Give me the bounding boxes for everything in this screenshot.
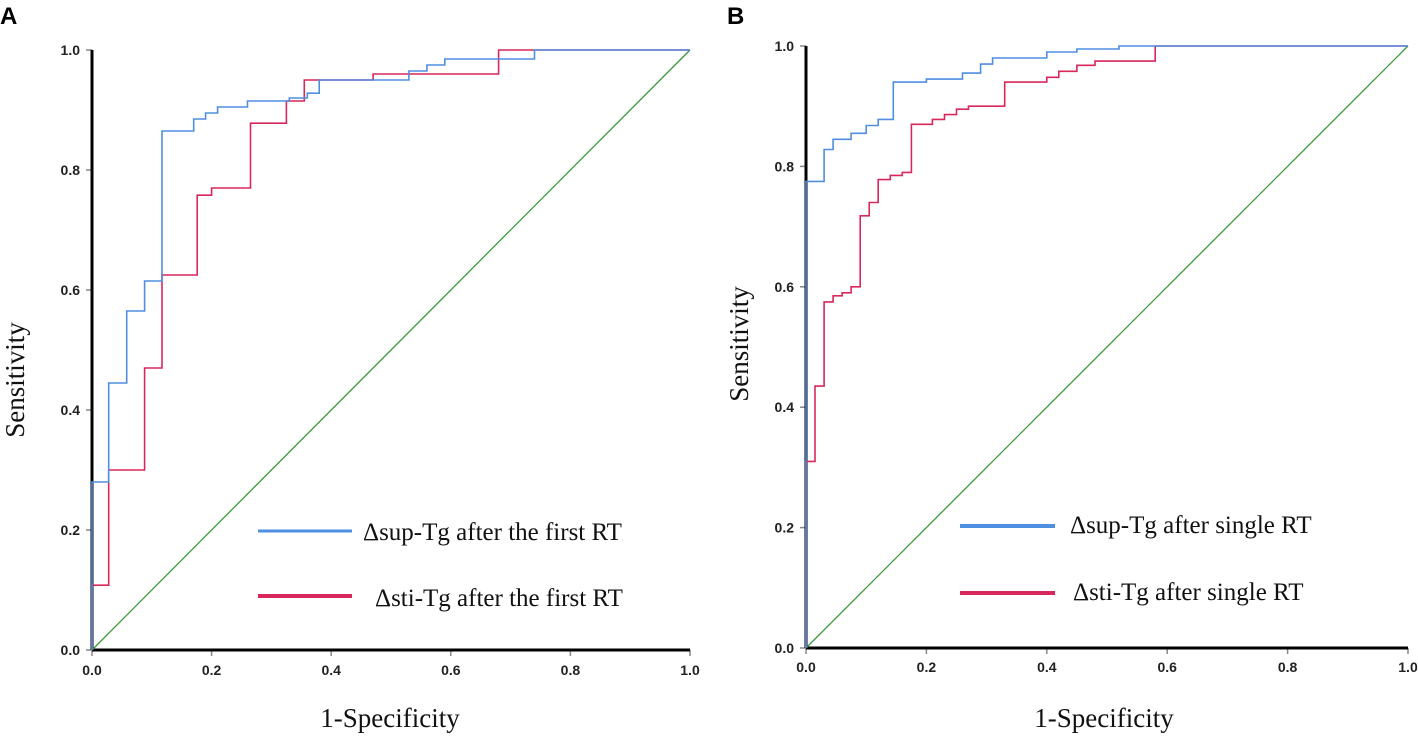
panel-a-x-axis-title: 1-Specificity: [320, 703, 460, 733]
panel-a-x-tick: 0.0: [82, 662, 102, 678]
panel-b-reference-diagonal: [805, 45, 1409, 649]
panel-b-x-tick: 0.0: [796, 659, 816, 675]
panel-a-y-tick: 1.0: [61, 42, 81, 58]
panel-b-x-axis-title: 1-Specificity: [1034, 703, 1174, 733]
panel-b-y-tick: 0.4: [775, 399, 795, 415]
panel-b: B 0.0 0.2 0.4 0.6 0.8 1.0 0.0 0.2 0.4 0.…: [724, 3, 1418, 733]
panel-b-x-tick-labels: 0.0 0.2 0.4 0.6 0.8 1.0: [796, 659, 1418, 675]
panel-b-x-tick: 0.8: [1278, 659, 1298, 675]
panel-b-legend-label-sti: Δsti-Tg after single RT: [1073, 579, 1304, 606]
panel-b-sup-tg-curve: [805, 45, 1408, 648]
panel-a-x-tick: 0.6: [441, 662, 461, 678]
panel-b-y-axis-title: Sensitivity: [724, 286, 754, 402]
panel-a-x-tick: 1.0: [680, 662, 700, 678]
panel-b-y-tick: 0.8: [775, 158, 795, 174]
panel-b-legend: Δsup-Tg after single RT Δsti-Tg after si…: [960, 512, 1312, 606]
panel-a-sup-tg-curve: [91, 49, 690, 650]
panel-a-y-tick: 0.8: [61, 162, 81, 178]
panel-b-x-tick: 0.4: [1037, 659, 1057, 675]
panel-a-y-axis-title: Sensitivity: [0, 322, 30, 438]
panel-b-y-tick: 0.0: [775, 640, 795, 656]
panel-a-x-tick: 0.4: [321, 662, 341, 678]
panel-b-x-tick: 0.6: [1157, 659, 1177, 675]
panel-b-y-tick: 1.0: [775, 38, 795, 54]
panel-a-x-tick: 0.8: [561, 662, 581, 678]
panel-a-y-tick: 0.0: [61, 642, 81, 658]
panel-b-x-tick: 0.2: [917, 659, 937, 675]
panel-a-x-tick: 0.2: [202, 662, 222, 678]
panel-b-y-tick: 0.6: [775, 279, 795, 295]
panel-a-legend-label-sti: Δsti-Tg after the first RT: [375, 585, 623, 612]
panel-a-sti-tg-curve: [91, 49, 690, 650]
panel-b-y-tick-labels: 0.0 0.2 0.4 0.6 0.8 1.0: [775, 38, 795, 656]
panel-a-y-tick: 0.2: [61, 522, 81, 538]
panel-a-x-tick-labels: 0.0 0.2 0.4 0.6 0.8 1.0: [82, 662, 700, 678]
panel-b-sti-tg-curve: [805, 45, 1408, 648]
panel-a: A 0.0 0.2 0.4 0.6 0.8 1.0 0.0 0.2 0.4 0.…: [0, 3, 700, 733]
panel-a-curves: [91, 49, 691, 651]
panel-b-x-tick: 1.0: [1398, 659, 1418, 675]
panel-b-label: B: [727, 3, 744, 30]
panel-b-y-tick: 0.2: [775, 520, 795, 536]
panel-a-y-tick: 0.6: [61, 282, 81, 298]
panel-a-label: A: [0, 3, 17, 30]
panel-a-y-tick: 0.4: [61, 402, 81, 418]
panel-a-reference-diagonal: [91, 49, 691, 651]
panel-b-curves: [805, 45, 1409, 649]
panel-a-legend-label-sup: Δsup-Tg after the first RT: [363, 519, 622, 546]
panel-a-y-tick-labels: 0.0 0.2 0.4 0.6 0.8 1.0: [61, 42, 81, 658]
panel-a-legend: Δsup-Tg after the first RT Δsti-Tg after…: [258, 519, 623, 612]
panel-b-legend-label-sup: Δsup-Tg after single RT: [1070, 512, 1312, 539]
